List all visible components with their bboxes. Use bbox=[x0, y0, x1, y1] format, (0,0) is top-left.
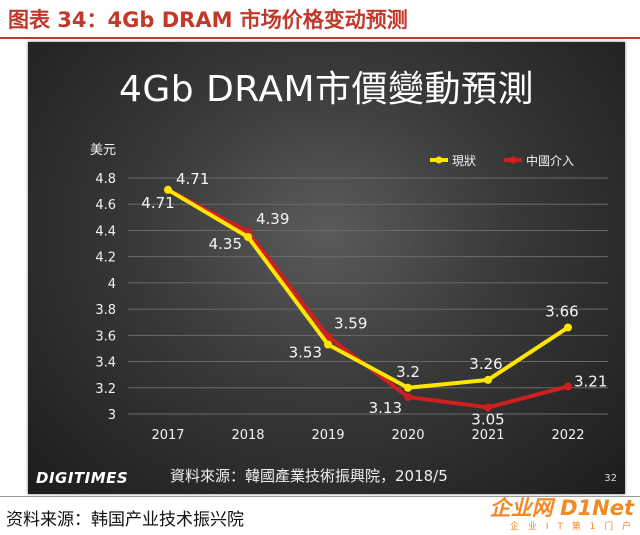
x-tick-label: 2018 bbox=[231, 428, 264, 443]
legend-label: 現狀 bbox=[452, 154, 476, 168]
y-tick-label: 3.8 bbox=[95, 303, 116, 318]
data-label-current: 4.35 bbox=[209, 235, 242, 253]
data-label-current: 4.71 bbox=[141, 194, 174, 212]
point-current bbox=[164, 185, 172, 194]
data-label-current: 3.26 bbox=[469, 355, 502, 373]
d1net-watermark: 企业网 D1Net 企 业 I T 第 1 门 户 bbox=[469, 495, 634, 535]
point-china bbox=[484, 403, 492, 412]
x-tick-label: 2017 bbox=[151, 428, 184, 443]
slide-source-note: 資料來源：韓國產業技術振興院，2018/5 bbox=[170, 467, 448, 485]
point-current bbox=[244, 233, 252, 241]
data-label-china: 4.39 bbox=[256, 210, 289, 228]
data-label-current: 3.66 bbox=[545, 302, 578, 320]
legend-marker bbox=[509, 156, 517, 164]
point-current bbox=[484, 375, 492, 384]
legend-marker bbox=[435, 156, 443, 164]
series-line-china bbox=[166, 187, 570, 410]
y-tick-label: 3 bbox=[108, 408, 116, 423]
y-tick-label: 4.8 bbox=[95, 172, 116, 187]
y-tick-label: 3.2 bbox=[95, 382, 116, 397]
point-china bbox=[564, 382, 572, 391]
data-label-china: 4.71 bbox=[176, 170, 209, 188]
x-tick-label: 2022 bbox=[551, 428, 584, 443]
y-tick-label: 3.4 bbox=[95, 356, 116, 371]
source-footer: 资料来源：韩国产业技术振兴院 bbox=[6, 510, 244, 530]
x-tick-label: 2019 bbox=[311, 428, 344, 443]
data-label-current: 3.2 bbox=[396, 363, 420, 381]
point-china bbox=[404, 392, 412, 401]
digitimes-logo: DIGITIMES bbox=[36, 469, 129, 487]
y-tick-label: 4.6 bbox=[95, 198, 116, 213]
y-axis-label: 美元 bbox=[90, 143, 116, 158]
y-tick-label: 4.4 bbox=[95, 224, 116, 239]
slide-title: 4Gb DRAM市價變動預測 bbox=[118, 69, 535, 110]
data-label-china: 3.21 bbox=[574, 372, 607, 390]
point-current bbox=[404, 383, 412, 392]
data-label-china: 3.05 bbox=[471, 410, 504, 428]
data-label-current: 3.53 bbox=[289, 344, 322, 362]
x-tick-label: 2021 bbox=[471, 428, 504, 443]
y-tick-label: 4.2 bbox=[95, 251, 116, 266]
line-chart: 3 3.2 3.4 3.6 3.8 4 4.2 4.4 4.6 4.8 美元 2017 2018 2019… bbox=[90, 143, 608, 443]
title-divider bbox=[0, 37, 640, 39]
x-tick-label: 2020 bbox=[391, 428, 424, 443]
figure-title: 图表 34：4Gb DRAM 市场价格变动预测 bbox=[8, 8, 408, 32]
data-label-china: 3.59 bbox=[334, 315, 367, 333]
chart-slide: 4Gb DRAM市價變動預測 3 3.2 3.4 3.6 3.8 4 4.2 4.4 4.6 4.… bbox=[28, 42, 625, 494]
legend-label: 中國介入 bbox=[526, 153, 574, 168]
watermark-main: 企业网 D1Net bbox=[489, 496, 634, 520]
point-current bbox=[324, 340, 332, 349]
y-tick-label: 3.6 bbox=[95, 329, 116, 344]
data-label-china: 3.13 bbox=[369, 399, 402, 417]
watermark-sub: 企 业 I T 第 1 门 户 bbox=[510, 522, 634, 532]
slide-page-number: 32 bbox=[604, 473, 617, 484]
series-line-current bbox=[166, 187, 570, 390]
point-current bbox=[564, 323, 572, 332]
y-tick-label: 4 bbox=[108, 277, 116, 292]
footer-divider bbox=[0, 496, 640, 497]
